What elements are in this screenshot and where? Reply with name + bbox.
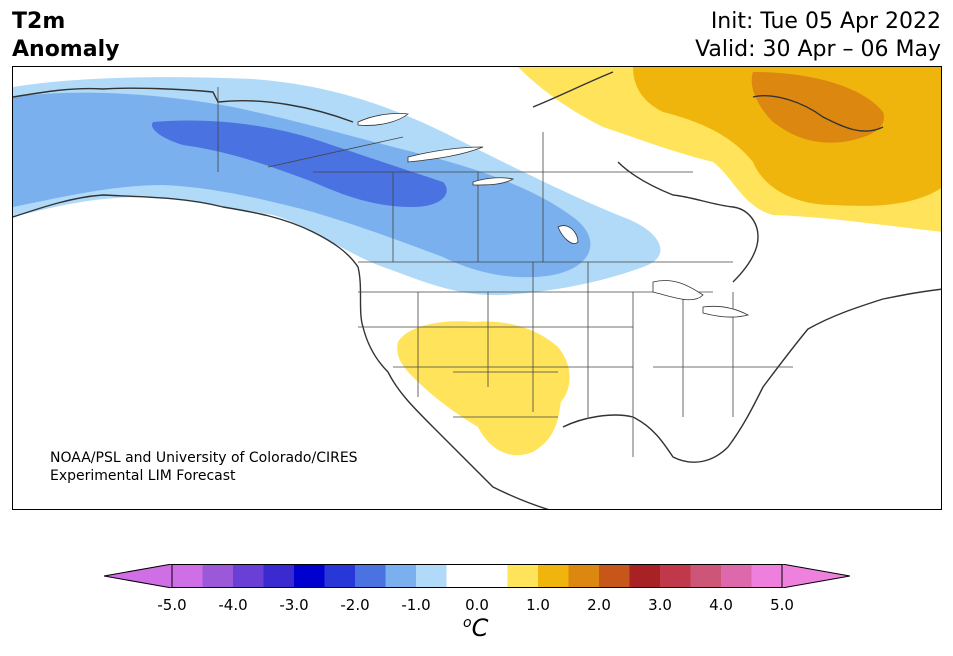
title-line-2: Anomaly (12, 37, 120, 62)
colorbar-unit: oC (463, 614, 488, 642)
colorbar-extend-high (781, 564, 850, 588)
cold-anomaly-minus3 (152, 120, 447, 207)
colorbar-cells (172, 564, 783, 588)
coastlines (13, 71, 941, 509)
map-title: T2m Anomaly (12, 8, 119, 64)
colorbar-cell (751, 564, 783, 588)
credit-line-2: Experimental LIM Forecast (50, 468, 236, 484)
colorbar-cell (294, 564, 325, 588)
colorbar-tick-label: 2.0 (587, 596, 611, 614)
colorbar-cell (233, 564, 264, 588)
colorbar-cell (690, 564, 722, 588)
colorbar-cell (629, 564, 661, 588)
colorbar-cell (538, 564, 569, 588)
forecast-dates: Init: Tue 05 Apr 2022 Valid: 30 Apr – 06… (695, 8, 941, 64)
unit-celsius: C (471, 614, 489, 642)
colorbar-tick-label: -1.0 (401, 596, 431, 614)
colorbar-outline (171, 564, 783, 588)
lakes (357, 113, 750, 318)
colorbar-cell (324, 564, 356, 588)
colorbar-cell (477, 564, 508, 588)
colorbar-tick-label: 0.0 (465, 596, 489, 614)
valid-date: Valid: 30 Apr – 06 May (695, 37, 941, 62)
colorbar-cell (721, 564, 752, 588)
colorbar-cell (660, 564, 691, 588)
anomaly-map: NOAA/PSL and University of Colorado/CIRE… (12, 66, 942, 510)
colorbar-cell (416, 564, 447, 588)
warm-anomaly-southwest (397, 321, 570, 456)
colorbar-ticks: -5.0 -4.0 -3.0 -2.0 -1.0 0.0 1.0 2.0 3.0 4.0 5.0 (0, 596, 953, 616)
title-line-1: T2m (12, 9, 66, 34)
colorbar-cell (202, 564, 234, 588)
warm-anomaly-arctic (751, 72, 884, 143)
colorbar-cell (172, 564, 203, 588)
colorbar-tick-label: 4.0 (709, 596, 733, 614)
colorbar-cell (263, 564, 295, 588)
anomaly-shading (13, 67, 941, 456)
colorbar-tick-label: -4.0 (218, 596, 248, 614)
credit-text: NOAA/PSL and University of Colorado/CIRE… (50, 449, 358, 485)
colorbar-extend-low (104, 564, 173, 588)
colorbar-tick-label: -2.0 (340, 596, 370, 614)
map-canvas (13, 67, 941, 509)
colorbar-cell (507, 564, 539, 588)
colorbar-cell (446, 564, 478, 588)
colorbar-tick-label: -5.0 (157, 596, 187, 614)
colorbar-tick-label: 3.0 (648, 596, 672, 614)
credit-line-1: NOAA/PSL and University of Colorado/CIRE… (50, 450, 358, 466)
colorbar-cell (355, 564, 386, 588)
colorbar-cell (599, 564, 630, 588)
colorbar-cell (385, 564, 417, 588)
colorbar-cell (568, 564, 600, 588)
colorbar-tick-label: 5.0 (770, 596, 794, 614)
cold-anomaly-minus2 (13, 92, 591, 278)
colorbar-tick-label: -3.0 (279, 596, 309, 614)
colorbar (104, 564, 850, 588)
init-date: Init: Tue 05 Apr 2022 (710, 9, 941, 34)
unit-degree: o (463, 615, 472, 631)
colorbar-tick-label: 1.0 (526, 596, 550, 614)
